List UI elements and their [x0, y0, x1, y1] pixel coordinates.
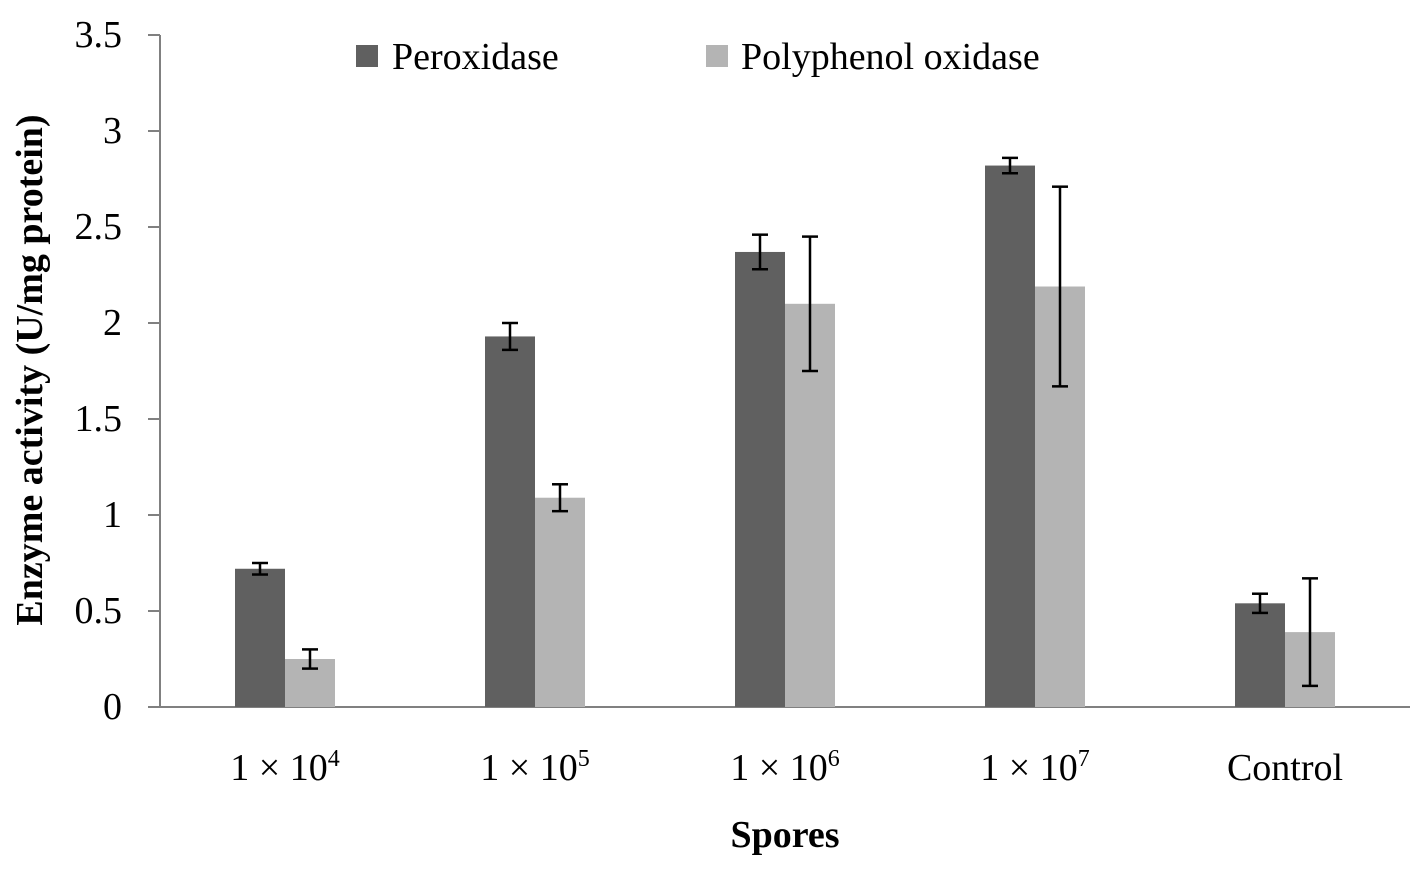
bar-polyphenol-oxidase — [535, 497, 585, 707]
category-base: 1 × 10 — [480, 747, 577, 789]
legend-label: Peroxidase — [392, 36, 559, 78]
bar-peroxidase — [985, 165, 1035, 707]
y-axis-title: Enzyme activity (U/mg protein) — [9, 114, 51, 625]
bar-peroxidase — [735, 251, 785, 707]
y-tick-label: 1.5 — [75, 398, 123, 440]
category-exponent: 7 — [1078, 746, 1090, 772]
bar-peroxidase — [1235, 603, 1285, 707]
y-tick-label: 0.5 — [75, 590, 123, 632]
x-category-label: 1 × 107 — [980, 746, 1089, 789]
legend-label: Polyphenol oxidase — [741, 36, 1040, 78]
category-exponent: 5 — [578, 746, 590, 772]
x-category-label: 1 × 104 — [230, 746, 339, 789]
category-base: Control — [1227, 747, 1343, 789]
category-base: 1 × 10 — [730, 747, 827, 789]
legend-swatch — [356, 45, 378, 67]
y-tick-label: 3 — [103, 110, 122, 152]
error-bar — [552, 483, 568, 513]
category-exponent: 6 — [828, 746, 840, 772]
error-bar — [1002, 156, 1018, 175]
y-tick-label: 2 — [103, 302, 122, 344]
y-tick-label: 2.5 — [75, 206, 123, 248]
x-axis-title: Spores — [730, 814, 839, 856]
category-base: 1 × 10 — [230, 747, 327, 789]
error-bar — [1252, 592, 1268, 615]
error-bar — [1302, 577, 1318, 688]
y-tick-label: 1 — [103, 494, 122, 536]
bar-peroxidase — [235, 568, 285, 707]
y-tick-labels: 0 0.5 1 1.5 2 2.5 3 3.5 — [75, 14, 123, 728]
y-tick-label: 3.5 — [75, 14, 123, 56]
error-bar — [502, 321, 518, 352]
x-category-labels: 1 × 104 1 × 105 1 × 106 1 × 107 Control — [230, 746, 1343, 789]
error-bar — [302, 648, 318, 670]
error-bar — [802, 235, 818, 373]
bar-peroxidase — [485, 336, 535, 707]
error-bar — [752, 233, 768, 271]
category-exponent: 4 — [328, 746, 340, 772]
legend: Peroxidase Polyphenol oxidase — [356, 36, 1040, 78]
y-tick-label: 0 — [103, 686, 122, 728]
x-category-label: Control — [1227, 747, 1343, 789]
legend-swatch — [706, 45, 728, 67]
bars-layer — [235, 165, 1335, 707]
x-category-label: 1 × 105 — [480, 746, 589, 789]
x-category-label: 1 × 106 — [730, 746, 839, 789]
error-bar — [1052, 185, 1068, 388]
error-bars-layer — [252, 156, 1318, 688]
category-base: 1 × 10 — [980, 747, 1077, 789]
error-bar — [252, 561, 268, 576]
